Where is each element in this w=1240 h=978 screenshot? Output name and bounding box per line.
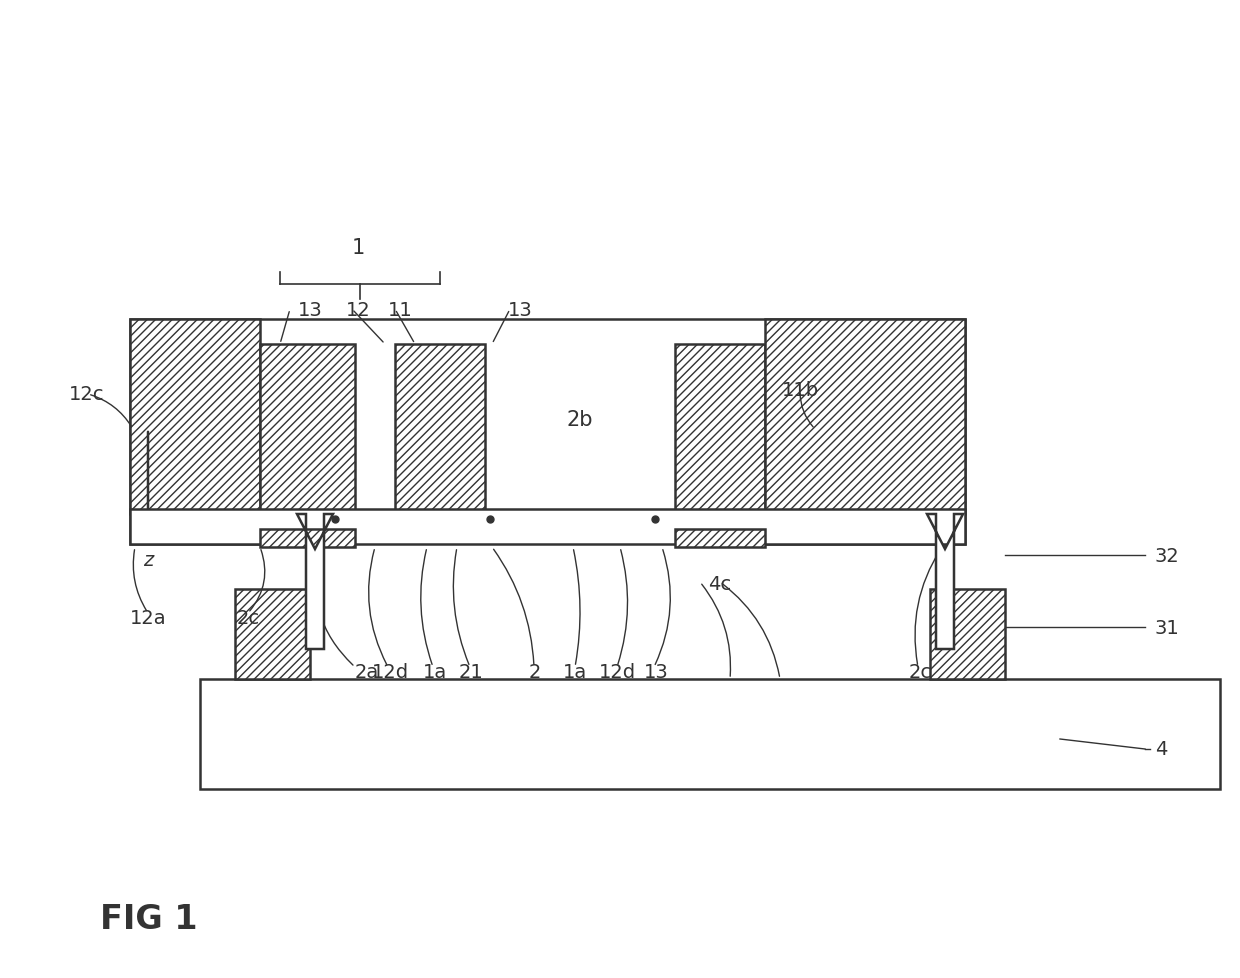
Polygon shape bbox=[298, 514, 334, 649]
Text: 4c: 4c bbox=[708, 575, 732, 594]
Text: 2a: 2a bbox=[355, 662, 379, 681]
Bar bbox=[236, 590, 310, 680]
Text: 12d: 12d bbox=[599, 662, 636, 681]
Text: 1a: 1a bbox=[423, 662, 448, 681]
Text: FIG 1: FIG 1 bbox=[100, 903, 197, 936]
Text: 1: 1 bbox=[351, 238, 365, 258]
Text: 31: 31 bbox=[1154, 618, 1179, 637]
Text: 4: 4 bbox=[1154, 739, 1167, 759]
Text: 12c: 12c bbox=[69, 385, 104, 404]
Text: 2b: 2b bbox=[567, 410, 593, 429]
Text: 1a: 1a bbox=[563, 662, 587, 681]
Text: 12: 12 bbox=[346, 300, 371, 319]
Text: 12d: 12d bbox=[372, 662, 408, 681]
Text: 13: 13 bbox=[507, 300, 532, 319]
Bar bbox=[200, 680, 1220, 789]
Bar bbox=[130, 510, 965, 545]
Bar bbox=[930, 590, 1004, 680]
Text: 2: 2 bbox=[528, 662, 541, 681]
Bar bbox=[260, 529, 355, 548]
Bar bbox=[675, 344, 765, 529]
Text: 13: 13 bbox=[644, 662, 668, 681]
Bar bbox=[675, 529, 765, 548]
Text: 32: 32 bbox=[1154, 546, 1179, 565]
Text: 11b: 11b bbox=[781, 380, 818, 399]
Bar bbox=[260, 344, 355, 529]
Text: z: z bbox=[143, 550, 153, 569]
Bar bbox=[765, 320, 965, 545]
Bar bbox=[130, 320, 260, 545]
Text: 11: 11 bbox=[388, 300, 413, 319]
Bar bbox=[130, 320, 965, 514]
Text: 21: 21 bbox=[459, 662, 484, 681]
Bar bbox=[396, 344, 485, 529]
Text: 2c: 2c bbox=[909, 662, 931, 681]
Polygon shape bbox=[928, 514, 963, 649]
Text: 12a: 12a bbox=[130, 608, 166, 627]
Text: 2c: 2c bbox=[237, 608, 259, 627]
Text: 13: 13 bbox=[298, 300, 322, 319]
